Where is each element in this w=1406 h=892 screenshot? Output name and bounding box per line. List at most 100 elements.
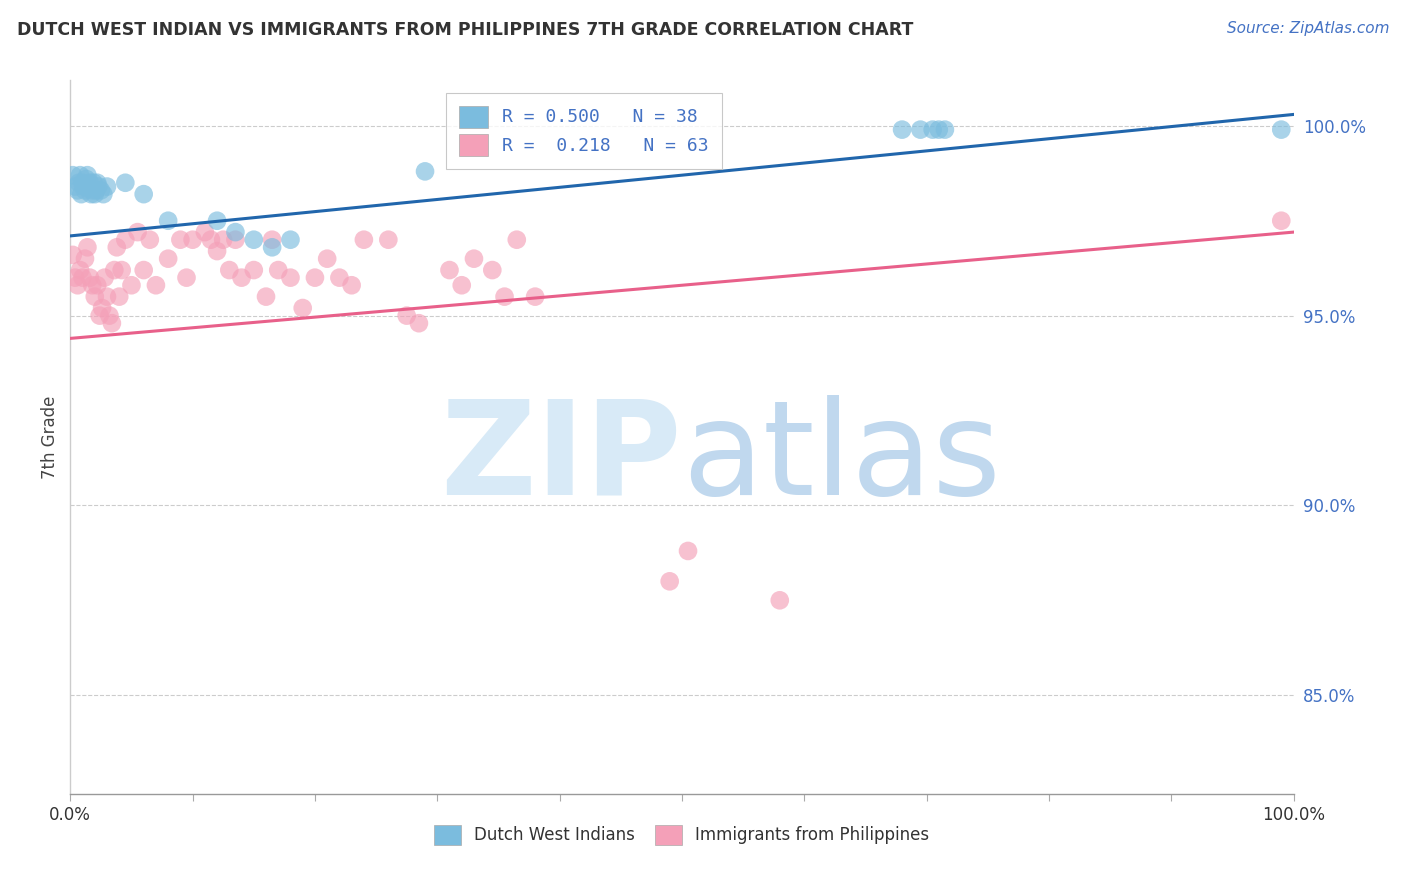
Point xyxy=(377,233,399,247)
Point xyxy=(76,168,98,182)
Point xyxy=(224,233,246,247)
Point xyxy=(121,278,143,293)
Point xyxy=(205,213,228,227)
Point xyxy=(83,290,105,304)
Point xyxy=(93,270,115,285)
Point xyxy=(103,263,125,277)
Point xyxy=(69,168,91,182)
Point xyxy=(450,278,472,293)
Point xyxy=(72,270,94,285)
Point xyxy=(114,233,136,247)
Point xyxy=(132,187,155,202)
Point xyxy=(75,172,97,186)
Point xyxy=(205,244,228,258)
Text: Source: ZipAtlas.com: Source: ZipAtlas.com xyxy=(1226,21,1389,37)
Point xyxy=(928,122,950,136)
Point xyxy=(676,544,699,558)
Point xyxy=(494,290,516,304)
Point xyxy=(194,225,217,239)
Point xyxy=(76,240,98,254)
Point xyxy=(243,233,266,247)
Point xyxy=(96,179,118,194)
Point xyxy=(169,233,191,247)
Point xyxy=(62,248,84,262)
Point xyxy=(84,183,107,197)
Point xyxy=(157,213,180,227)
Point xyxy=(463,252,485,266)
Point xyxy=(86,176,108,190)
Point xyxy=(77,179,100,194)
Point xyxy=(395,309,418,323)
Point xyxy=(111,263,134,277)
Point xyxy=(80,187,103,202)
Point xyxy=(413,164,436,178)
Point xyxy=(267,263,290,277)
Point xyxy=(1270,213,1292,227)
Point xyxy=(262,233,284,247)
Point xyxy=(73,179,96,194)
Point xyxy=(90,183,112,197)
Point xyxy=(218,263,240,277)
Point xyxy=(62,168,84,182)
Point xyxy=(200,233,222,247)
Point xyxy=(891,122,914,136)
Point xyxy=(254,290,277,304)
Text: atlas: atlas xyxy=(682,395,1001,522)
Point xyxy=(506,233,529,247)
Text: ZIP: ZIP xyxy=(440,395,682,522)
Point xyxy=(82,278,104,293)
Point xyxy=(79,270,101,285)
Point xyxy=(89,309,111,323)
Point xyxy=(91,301,114,315)
Point xyxy=(524,290,547,304)
Point xyxy=(87,179,110,194)
Point xyxy=(439,263,461,277)
Point xyxy=(83,187,105,202)
Point xyxy=(280,270,302,285)
Text: DUTCH WEST INDIAN VS IMMIGRANTS FROM PHILIPPINES 7TH GRADE CORRELATION CHART: DUTCH WEST INDIAN VS IMMIGRANTS FROM PHI… xyxy=(17,21,914,39)
Point xyxy=(86,278,108,293)
Point xyxy=(114,176,136,190)
Point xyxy=(934,122,956,136)
Point xyxy=(127,225,149,239)
Point xyxy=(73,252,96,266)
Point xyxy=(231,270,253,285)
Point xyxy=(910,122,932,136)
Point xyxy=(481,263,503,277)
Point xyxy=(304,270,326,285)
Point xyxy=(105,240,128,254)
Point xyxy=(69,263,91,277)
Point xyxy=(70,187,93,202)
Point xyxy=(769,593,792,607)
Point xyxy=(96,290,118,304)
Point xyxy=(83,176,105,190)
Y-axis label: 7th Grade: 7th Grade xyxy=(41,395,59,479)
Point xyxy=(66,183,89,197)
Point xyxy=(921,122,943,136)
Point xyxy=(91,187,114,202)
Point xyxy=(72,176,94,190)
Point xyxy=(316,252,339,266)
Point xyxy=(67,176,90,190)
Point xyxy=(73,183,96,197)
Point xyxy=(145,278,167,293)
Point xyxy=(132,263,155,277)
Point xyxy=(66,278,89,293)
Point xyxy=(224,225,246,239)
Point xyxy=(340,278,363,293)
Point xyxy=(243,263,266,277)
Legend: Dutch West Indians, Immigrants from Philippines: Dutch West Indians, Immigrants from Phil… xyxy=(426,816,938,854)
Point xyxy=(181,233,204,247)
Point xyxy=(63,270,86,285)
Point xyxy=(212,233,235,247)
Point xyxy=(98,309,121,323)
Point xyxy=(101,316,124,330)
Point xyxy=(139,233,162,247)
Point xyxy=(157,252,180,266)
Point xyxy=(328,270,350,285)
Point xyxy=(353,233,375,247)
Point xyxy=(280,233,302,247)
Point xyxy=(1270,122,1292,136)
Point xyxy=(262,240,284,254)
Point xyxy=(82,183,104,197)
